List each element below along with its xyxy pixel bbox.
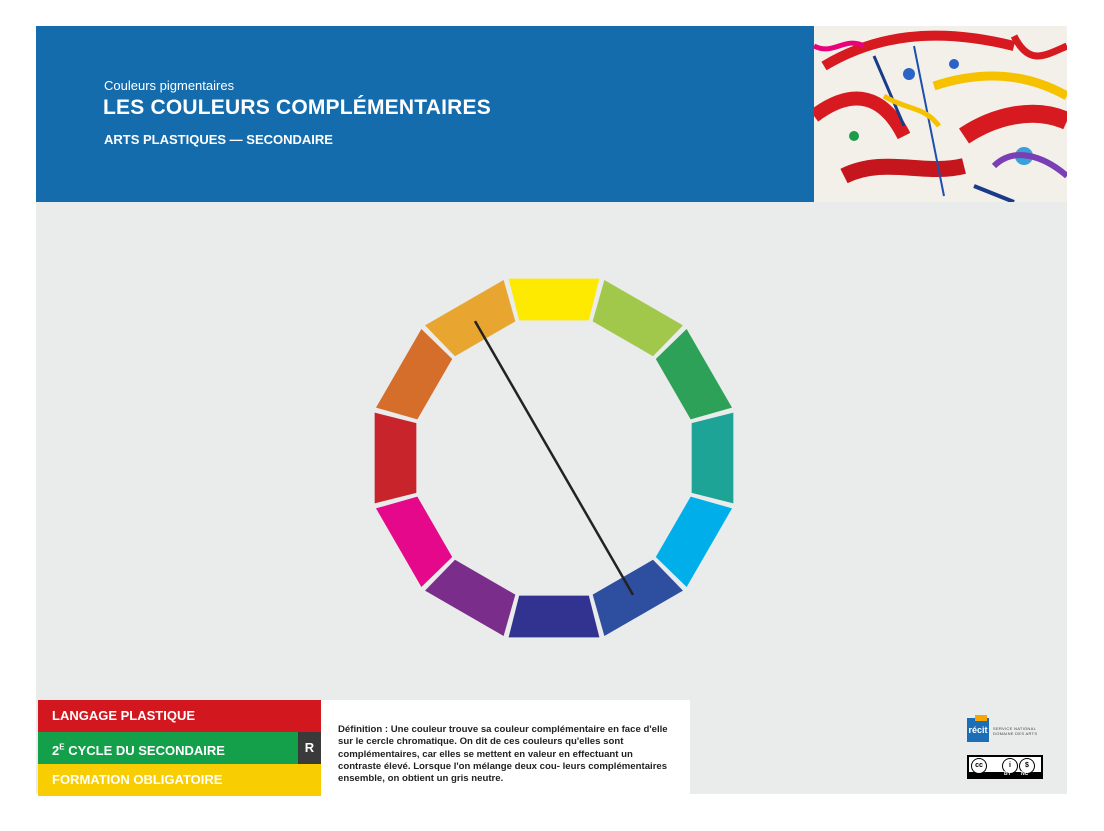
header-discipline: ARTS PLASTIQUES — SECONDAIRE	[104, 132, 333, 147]
tag-formation-label: FORMATION OBLIGATOIRE	[52, 772, 223, 787]
color-wheel-segment	[655, 329, 733, 420]
color-wheel-segment	[592, 559, 683, 637]
color-wheel-segment	[691, 412, 734, 504]
tag-cycle: 2E CYCLE DU SECONDAIRE R	[38, 732, 321, 764]
definition-text: Définition : Une couleur trouve sa coule…	[338, 724, 668, 785]
color-wheel-segment	[592, 279, 683, 357]
nc-icon: $	[1019, 758, 1035, 774]
color-wheel-segment	[425, 279, 516, 357]
color-wheel-segment	[425, 559, 516, 637]
creative-commons-badge: cc i $ BY NC	[967, 755, 1043, 779]
abstract-painting-image	[814, 26, 1067, 202]
tag-language: LANGAGE PLASTIQUE	[38, 700, 321, 732]
color-wheel-segment	[508, 595, 600, 638]
tag-cycle-badge: R	[298, 732, 321, 764]
recit-logo-line1: SERVICE NATIONAL	[993, 726, 1037, 731]
tag-cycle-suffix: E	[59, 743, 65, 752]
content-area	[36, 202, 1067, 794]
tag-cycle-number: 2	[52, 743, 60, 759]
color-wheel-segment	[508, 278, 600, 321]
color-wheel-segment	[374, 412, 417, 504]
classification-tags: LANGAGE PLASTIQUE 2E CYCLE DU SECONDAIRE…	[38, 700, 321, 796]
recit-logo-line2: DOMAINE DES ARTS	[993, 731, 1038, 736]
header-banner: Couleurs pigmentaires LES COULEURS COMPL…	[36, 26, 814, 202]
color-wheel-segment	[375, 329, 453, 420]
color-wheel	[374, 278, 734, 638]
recit-logo: récit SERVICE NATIONAL DOMAINE DES ARTS	[967, 715, 1047, 744]
cc-icon: cc	[971, 758, 987, 774]
color-wheel-segment	[375, 496, 453, 587]
tag-formation: FORMATION OBLIGATOIRE	[38, 764, 321, 796]
header-subtitle: Couleurs pigmentaires	[104, 78, 235, 93]
definition-box: Définition : Une couleur trouve sa coule…	[321, 700, 690, 794]
by-icon: i	[1002, 758, 1018, 774]
tag-language-label: LANGAGE PLASTIQUE	[52, 708, 196, 723]
cc-nc-label: NC	[1021, 771, 1029, 777]
color-wheel-segment	[655, 496, 733, 587]
tag-cycle-text: CYCLE DU SECONDAIRE	[64, 743, 225, 759]
complementary-connector-line	[473, 320, 635, 596]
tag-cycle-label: 2E CYCLE DU SECONDAIRE	[52, 743, 225, 758]
page-title: LES COULEURS COMPLÉMENTAIRES	[103, 96, 491, 119]
recit-logo-mark: récit	[967, 715, 989, 742]
cc-by-label: BY	[1004, 771, 1011, 777]
